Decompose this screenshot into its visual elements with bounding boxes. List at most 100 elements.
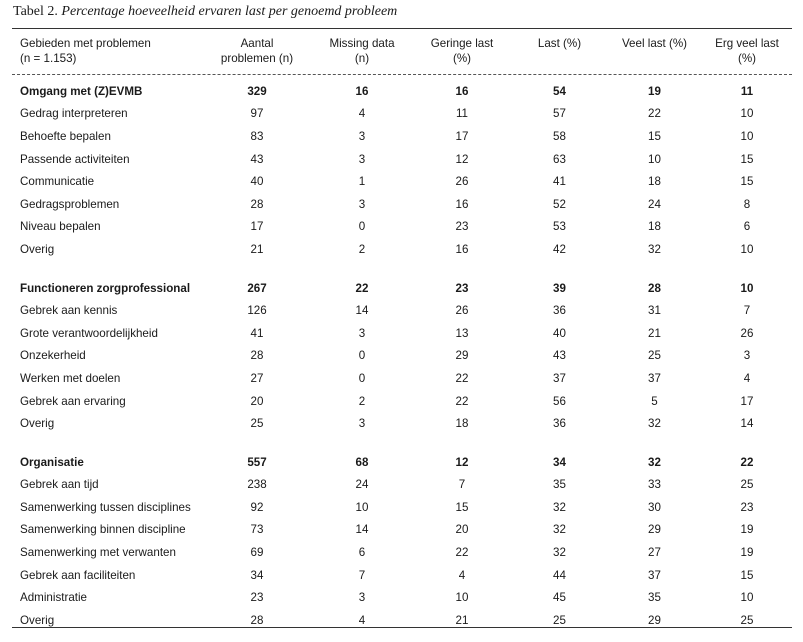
row-value: 21: [455, 613, 469, 627]
bottom-rule: [12, 627, 792, 628]
table-row: Administratie 23 3 10 45 35 10: [12, 586, 792, 609]
table-row: Overig 21 2 16 42 32 10: [12, 238, 792, 261]
row-value: 42: [553, 242, 566, 256]
row-value: 63: [553, 152, 566, 166]
row-value: 44: [553, 568, 566, 582]
row-value: 27: [250, 371, 264, 385]
row-value: 29: [648, 613, 661, 627]
table-row: Gedragsproblemen 28 3 16 52 24 8: [12, 193, 792, 216]
row-value: 32: [648, 242, 661, 256]
row-value: 11: [455, 107, 469, 121]
row-value: 23: [250, 591, 264, 605]
row-value: 28: [250, 197, 264, 211]
row-value: 92: [250, 500, 264, 514]
row-value: 21: [648, 326, 661, 340]
row-value: 32: [553, 546, 566, 560]
row-value: 3: [358, 197, 366, 211]
group-row: Functioneren zorgprofessional 267 22 23 39 28…: [12, 277, 792, 300]
row-value: 40: [250, 175, 264, 189]
row-value: 21: [250, 242, 264, 256]
row-value: 3: [743, 349, 751, 363]
row-label: Niveau bepalen: [20, 220, 101, 234]
row-value: 10: [355, 500, 369, 514]
row-value: 7: [458, 478, 466, 492]
group-value: 22: [355, 281, 369, 295]
row-value: 52: [553, 197, 566, 211]
group-name: Omgang met (Z)EVMB: [20, 84, 143, 98]
row-value: 4: [458, 568, 466, 582]
column-header-line: (n): [354, 52, 370, 65]
table-row: Behoefte bepalen 83 3 17 58 15 10: [12, 125, 792, 148]
row-value: 10: [740, 107, 754, 121]
table-row: Samenwerking binnen discipline 73 14 20 32 29…: [12, 519, 792, 542]
row-value: 28: [250, 349, 264, 363]
row-label: Administratie: [20, 591, 88, 605]
table-caption: Tabel 2. Percentage hoeveelheid ervaren …: [13, 4, 397, 20]
column-header: Erg veel last (%): [702, 29, 792, 80]
group-name: Functioneren zorgprofessional: [20, 281, 191, 295]
row-value: 15: [455, 500, 469, 514]
row-value: 83: [250, 129, 264, 143]
row-value: 10: [740, 129, 754, 143]
group-spacer: [12, 261, 792, 277]
column-header-line: Gebieden met problemen: [20, 37, 151, 50]
row-value: 25: [553, 613, 566, 627]
row-value: 14: [740, 417, 754, 431]
row-value: 41: [553, 175, 566, 189]
row-value: 0: [358, 371, 366, 385]
group-value: 23: [455, 281, 469, 295]
row-value: 22: [455, 371, 469, 385]
row-value: 10: [740, 591, 754, 605]
row-value: 97: [250, 107, 264, 121]
row-value: 18: [648, 175, 661, 189]
row-value: 22: [455, 546, 469, 560]
row-value: 37: [648, 371, 661, 385]
table-row: Communicatie 40 1 26 41 18 15: [12, 170, 792, 193]
column-header: Veel last (%): [607, 29, 702, 80]
row-value: 24: [648, 197, 661, 211]
row-label: Gebrek aan tijd: [20, 478, 99, 492]
column-header-line: Aantal: [240, 37, 274, 50]
row-value: 32: [553, 500, 566, 514]
row-value: 40: [553, 326, 566, 340]
row-value: 3: [358, 417, 366, 431]
column-header-line: Missing data: [329, 37, 395, 50]
row-value: 29: [648, 523, 661, 537]
row-value: 4: [358, 107, 366, 121]
row-value: 56: [553, 394, 566, 408]
table-row: Werken met doelen 27 0 22 37 37 4: [12, 367, 792, 390]
row-value: 0: [358, 349, 366, 363]
top-rule: [12, 28, 792, 29]
column-header-line: Veel last (%): [621, 37, 688, 50]
row-value: 69: [250, 546, 264, 560]
row-value: 15: [740, 568, 754, 582]
group-value: 16: [355, 84, 369, 98]
row-value: 15: [740, 152, 754, 166]
row-label: Samenwerking binnen discipline: [20, 523, 186, 537]
row-value: 32: [553, 523, 566, 537]
column-header: Missing data (n): [312, 29, 412, 80]
row-value: 25: [740, 478, 754, 492]
row-value: 238: [247, 478, 267, 492]
row-value: 34: [250, 568, 264, 582]
row-value: 58: [553, 129, 566, 143]
row-value: 43: [250, 152, 264, 166]
row-value: 36: [553, 304, 566, 318]
row-value: 16: [455, 197, 469, 211]
column-header-line: problemen (n): [220, 52, 294, 65]
row-label: Behoefte bepalen: [20, 129, 111, 143]
row-value: 27: [648, 546, 661, 560]
row-value: 1: [358, 175, 366, 189]
group-spacer: [12, 435, 792, 451]
group-value: 10: [740, 281, 754, 295]
column-header: Geringe last (%): [412, 29, 512, 80]
row-value: 14: [355, 523, 369, 537]
header-rule: [12, 74, 792, 75]
group-value: 22: [740, 455, 754, 469]
column-header-line: (%): [452, 52, 472, 65]
row-value: 6: [743, 220, 751, 234]
table-row: Passende activiteiten 43 3 12 63 10 15: [12, 148, 792, 171]
row-value: 45: [553, 591, 566, 605]
row-value: 2: [358, 394, 366, 408]
row-value: 41: [250, 326, 264, 340]
